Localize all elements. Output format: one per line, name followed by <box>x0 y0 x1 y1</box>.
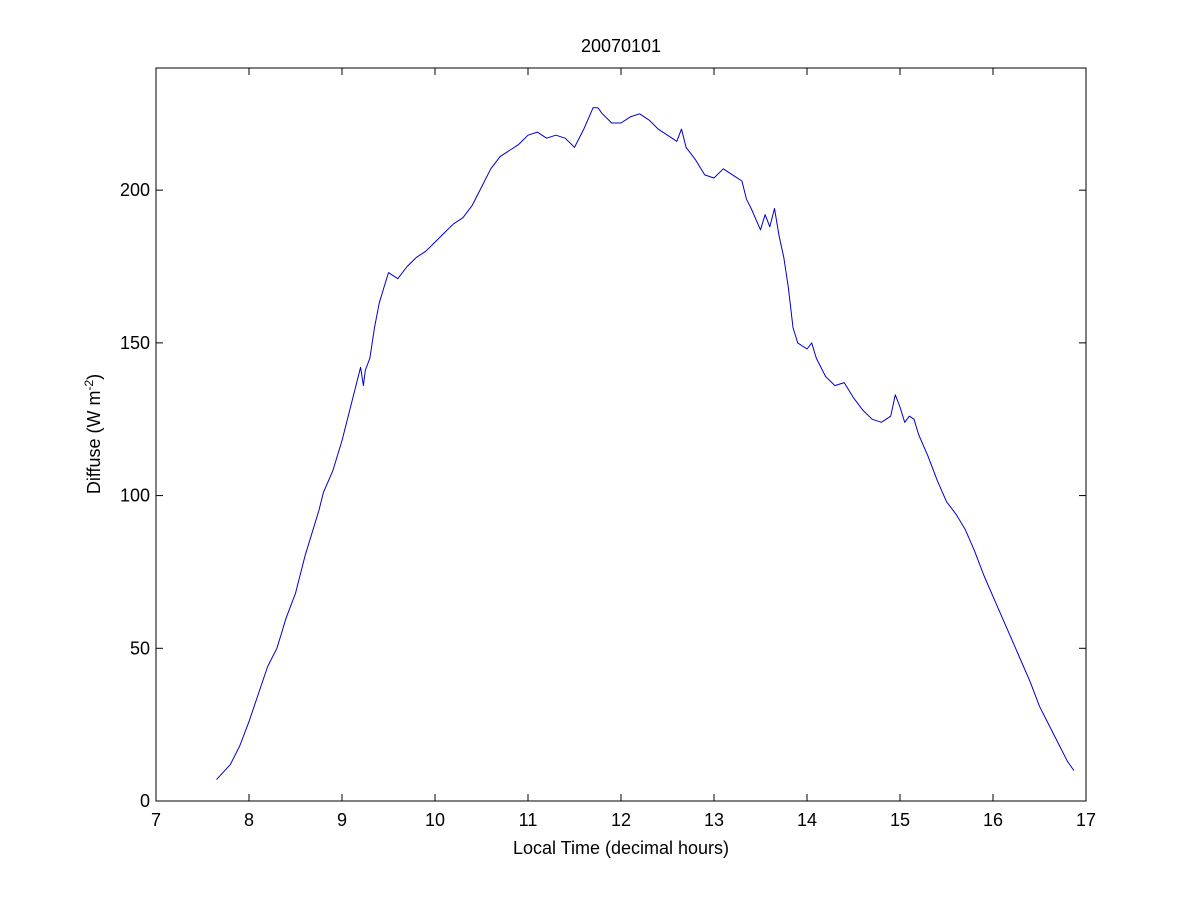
series-group <box>216 107 1075 780</box>
y-axis-label-close: ) <box>84 374 104 380</box>
x-tick-label: 10 <box>425 810 445 830</box>
x-tick-label: 11 <box>519 810 538 830</box>
x-tick-label: 7 <box>151 810 161 830</box>
chart-title: 20070101 <box>581 36 661 56</box>
y-ticks: 0 50 100 150 200 <box>120 180 1086 811</box>
y-axis-label-text: Diffuse (W m-2) <box>82 374 104 494</box>
plot-frame <box>155 67 1087 802</box>
x-tick-label: 9 <box>337 810 347 830</box>
series-line <box>216 107 1075 780</box>
y-tick-label: 200 <box>120 180 150 200</box>
y-axis-label-main: Diffuse (W m <box>84 390 104 494</box>
x-tick-label: 14 <box>797 810 817 830</box>
x-tick-label: 12 <box>611 810 631 830</box>
x-axis-label: Local Time (decimal hours) <box>513 838 729 858</box>
x-tick-label: 15 <box>890 810 910 830</box>
x-ticks: 7 8 9 10 11 12 13 14 15 16 17 <box>151 68 1096 830</box>
y-tick-label: 0 <box>140 791 150 811</box>
y-tick-label: 50 <box>130 638 150 658</box>
y-axis-label-sup: -2 <box>82 379 96 390</box>
x-tick-label: 16 <box>983 810 1003 830</box>
y-axis-label: Diffuse (W m-2) <box>82 374 104 494</box>
y-tick-label: 100 <box>120 486 150 506</box>
x-tick-label: 17 <box>1076 810 1096 830</box>
x-tick-label: 8 <box>244 810 254 830</box>
y-tick-label: 150 <box>120 333 150 353</box>
x-tick-label: 13 <box>704 810 724 830</box>
